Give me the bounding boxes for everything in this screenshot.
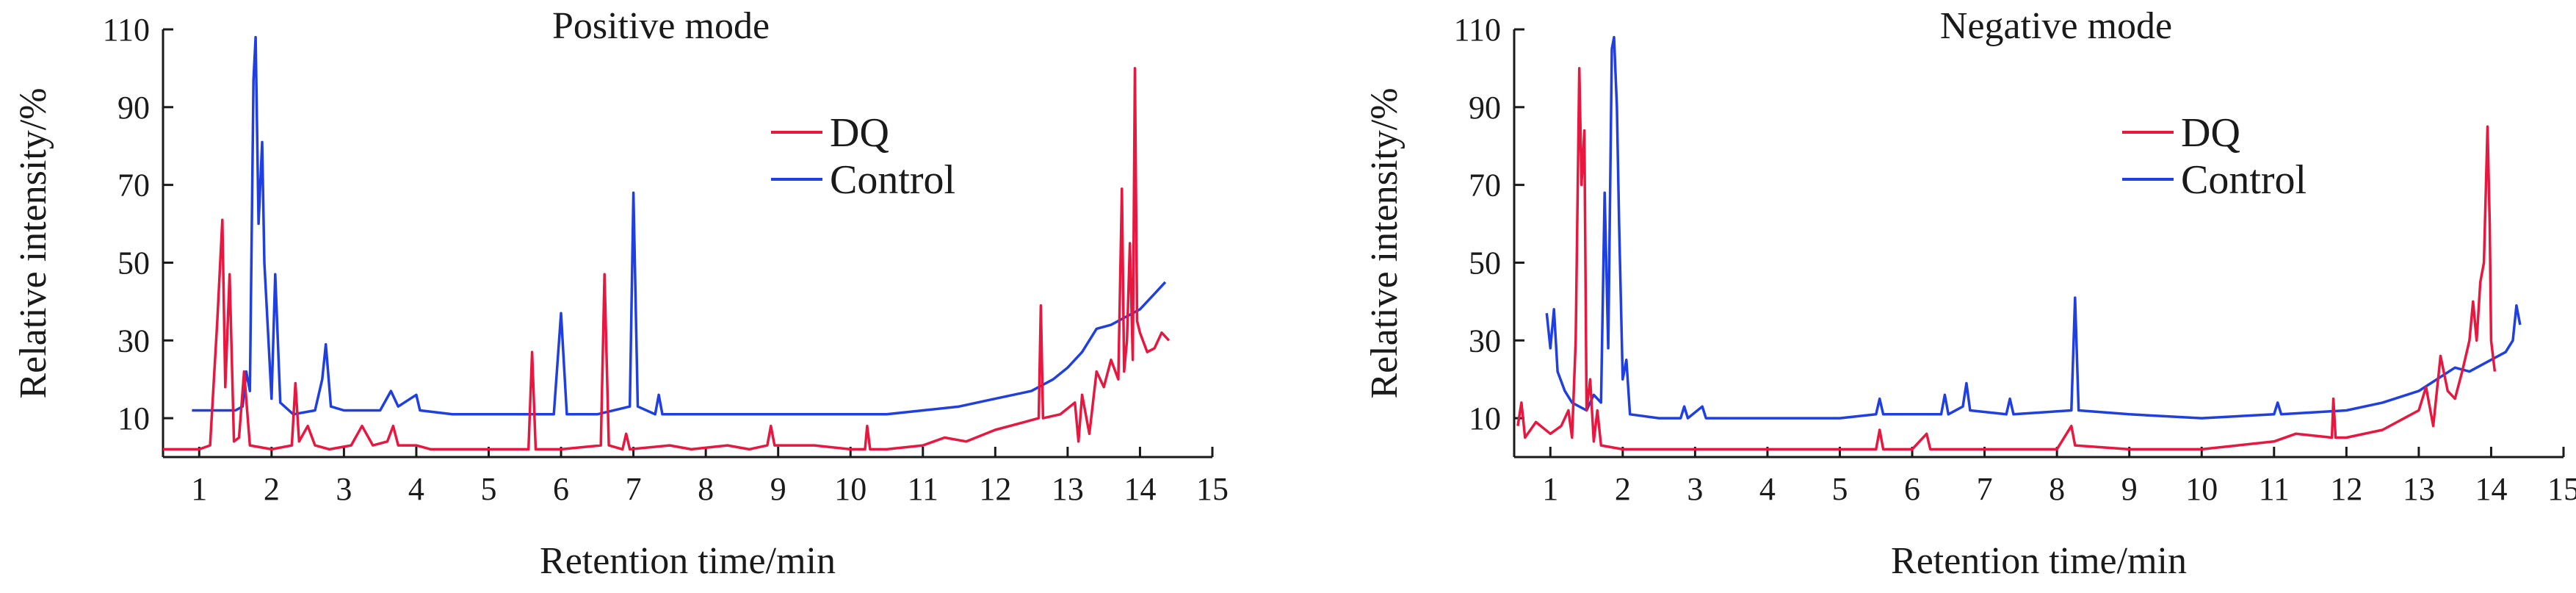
chart-2-legend-label-control: Control xyxy=(2181,157,2307,203)
chart-1-y-tick-label: 50 xyxy=(117,245,150,281)
chart-2-x-tick-label: 2 xyxy=(1615,471,1631,507)
chart-1-y-tick-label: 30 xyxy=(117,323,150,359)
chart-1-x-tick-label: 3 xyxy=(336,471,352,507)
chart-1-x-tick-label: 9 xyxy=(770,471,786,507)
chart-2-x-tick-label: 3 xyxy=(1687,471,1703,507)
chart-2-y-tick-label: 90 xyxy=(1469,90,1501,126)
chart-1-y-tick-label: 70 xyxy=(117,168,150,204)
chart-1-series-control-line xyxy=(192,35,1167,416)
chart-2-x-tick-label: 6 xyxy=(1904,471,1920,507)
chart-1-x-tick-label: 1 xyxy=(191,471,207,507)
chart-2-x-tick-label: 15 xyxy=(2547,471,2576,507)
chart-1-legend-label-control: Control xyxy=(830,157,955,203)
chart-2-y-tick-label: 30 xyxy=(1469,323,1501,359)
chart-2-y-tick-label: 110 xyxy=(1454,12,1501,48)
chart-1-y-axis-title: Relative intensity/% xyxy=(12,87,54,398)
chart-1-x-tick-label: 11 xyxy=(908,471,938,507)
chart-2-y-axis-title: Relative intensity/% xyxy=(1364,87,1405,398)
chart-2-x-tick-label: 12 xyxy=(2330,471,2362,507)
chart-2-x-tick-label: 10 xyxy=(2185,471,2218,507)
chart-1-x-tick-label: 8 xyxy=(698,471,714,507)
chart-2-x-tick-label: 13 xyxy=(2403,471,2435,507)
chart-2-x-tick-label: 8 xyxy=(2049,471,2065,507)
chart-2-x-tick-label: 11 xyxy=(2259,471,2290,507)
chart-1-x-tick-label: 2 xyxy=(264,471,280,507)
chart-1-x-axis-title: Retention time/min xyxy=(540,540,836,582)
chart-1-x-tick-label: 15 xyxy=(1196,471,1229,507)
chart-2-y-tick-label: 50 xyxy=(1469,245,1501,281)
chart-1-x-tick-label: 4 xyxy=(408,471,424,507)
chart-1-series-dq-line xyxy=(163,67,1171,451)
chart-2-x-tick-label: 9 xyxy=(2121,471,2138,507)
chart-2-title: Negative mode xyxy=(1940,5,2172,47)
chart-1-x-tick-label: 13 xyxy=(1052,471,1084,507)
chart-1-y-tick-label: 10 xyxy=(117,400,150,436)
chart-2-series-control-line xyxy=(1545,35,2522,420)
chart-2-y-tick-label: 70 xyxy=(1469,168,1501,204)
chart-1-y-tick-label: 90 xyxy=(117,90,150,126)
chart-2-x-tick-label: 4 xyxy=(1759,471,1776,507)
chart-2-x-axis-title: Retention time/min xyxy=(1891,540,2187,582)
chart-1-x-tick-label: 6 xyxy=(553,471,569,507)
chart-1-x-tick-label: 7 xyxy=(626,471,642,507)
chart-1-x-tick-label: 14 xyxy=(1124,471,1156,507)
chart-1-x-tick-label: 10 xyxy=(834,471,866,507)
chart-1-x-tick-label: 5 xyxy=(480,471,496,507)
chart-2-x-tick-label: 5 xyxy=(1831,471,1848,507)
chart-2-y-tick-label: 10 xyxy=(1469,400,1501,436)
chart-1-y-tick-label: 110 xyxy=(103,12,150,48)
chart-1-title: Positive mode xyxy=(552,5,770,47)
chart-2-x-tick-label: 14 xyxy=(2475,471,2507,507)
chart-2-x-tick-label: 1 xyxy=(1542,471,1558,507)
chart-2-x-tick-label: 7 xyxy=(1977,471,1993,507)
chart-1-legend-label-dq: DQ xyxy=(830,110,889,156)
chart-2-series-dq-line xyxy=(1516,67,2497,451)
chart-1-x-tick-label: 12 xyxy=(979,471,1011,507)
chart-2-legend-label-dq: DQ xyxy=(2181,110,2240,156)
